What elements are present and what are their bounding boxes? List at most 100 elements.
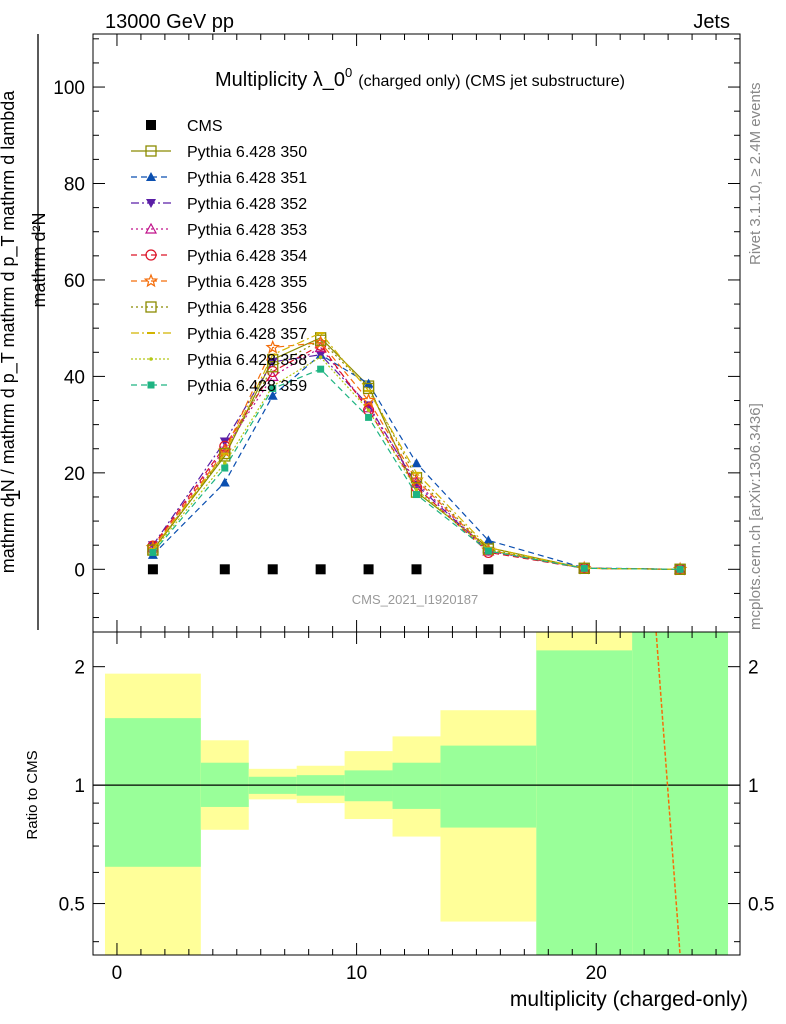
ratio-inner-band xyxy=(392,762,441,809)
ratio-lines xyxy=(93,631,740,956)
ratio-inner-band xyxy=(104,718,201,867)
series-point-9 xyxy=(221,464,229,472)
series-point-9 xyxy=(317,365,325,373)
legend-label-1: Pythia 6.428 351 xyxy=(187,170,307,187)
series-point-1 xyxy=(267,390,278,400)
ratio-y-tick-label-right: 1 xyxy=(748,776,759,797)
main-y-tick-label: 40 xyxy=(64,367,85,388)
x-tick-label: 10 xyxy=(346,963,367,984)
plot-title-sup: 0 xyxy=(345,65,352,80)
legend-cms-marker xyxy=(146,120,156,130)
cms-data-point xyxy=(219,564,230,575)
main-axis-ticks: 0 20 40 60 80 100 xyxy=(53,34,741,632)
series-point-1 xyxy=(483,535,494,545)
cms-data-point xyxy=(483,564,494,575)
cms-data-points xyxy=(147,564,494,575)
ratio-y-tick-label-right: 2 xyxy=(748,658,759,679)
series-point-6 xyxy=(362,382,375,395)
series-line-9 xyxy=(152,368,681,570)
ratio-y-tick-label-right: 0.5 xyxy=(748,895,774,916)
cms-data-point xyxy=(267,564,278,575)
series-point-9 xyxy=(580,564,588,572)
mcplots-label: mcplots.cern.ch [arXiv:1306.3436] xyxy=(747,403,764,630)
x-tick-label: 0 xyxy=(112,963,123,984)
legend-label-9: Pythia 6.428 359 xyxy=(187,378,307,395)
series-point-2 xyxy=(315,350,326,360)
legend-label-5: Pythia 6.428 355 xyxy=(187,274,307,291)
legend-cms-label: CMS xyxy=(187,118,223,135)
series-point-9 xyxy=(676,565,684,573)
series-line-6 xyxy=(152,339,681,570)
main-plot: 0 20 40 60 80 100 CMS_2021_I1920187 Multiplic… xyxy=(0,33,741,633)
ratio-y-tick-label: 2 xyxy=(74,658,85,679)
series-point-9 xyxy=(269,384,277,392)
ratio-inner-band xyxy=(344,770,393,802)
header-jets-label: Jets xyxy=(693,11,730,33)
x-tick-label: 20 xyxy=(586,963,607,984)
header-energy-label: 13000 GeV pp xyxy=(105,11,234,33)
series-point-1 xyxy=(219,477,230,487)
legend-label-3: Pythia 6.428 353 xyxy=(187,222,307,239)
series-point-2 xyxy=(219,437,230,447)
ratio-inner-band xyxy=(632,632,729,955)
plot-title-main: Multiplicity λ_0 xyxy=(215,69,345,91)
main-y-tick-label: 0 xyxy=(74,560,85,581)
legend-label-8: Pythia 6.428 358 xyxy=(187,352,307,369)
main-y-tick-label: 60 xyxy=(64,271,85,292)
series-line-3 xyxy=(152,346,681,570)
legend-marker-8 xyxy=(149,357,153,361)
cms-data-point xyxy=(411,564,422,575)
series-point-5 xyxy=(265,339,280,354)
ratio-ylabel: Ratio to CMS xyxy=(24,750,41,839)
legend-marker-1 xyxy=(146,172,156,181)
legend-marker-3 xyxy=(144,222,158,234)
series-line-0 xyxy=(152,337,681,570)
legend-label-6: Pythia 6.428 356 xyxy=(187,300,307,317)
legend-marker-0 xyxy=(145,145,157,157)
ratio-axis-ticks: 0 10 20 0.5 0.5 1 1 2 2 xyxy=(59,632,774,984)
ratio-outer-band-top xyxy=(536,632,633,651)
legend-marker-5 xyxy=(143,273,159,288)
series-point-6 xyxy=(314,334,327,346)
main-y-tick-label: 100 xyxy=(53,78,85,99)
ratio-inner-band xyxy=(440,745,537,828)
ylabel-one: 1 xyxy=(3,489,25,500)
series-point-8 xyxy=(414,487,419,492)
x-axis-label: multiplicity (charged-only) xyxy=(510,988,748,1011)
series-point-8 xyxy=(366,408,371,412)
cms-data-point xyxy=(147,564,158,575)
legend-marker-4 xyxy=(145,249,157,261)
cms-data-point xyxy=(315,564,326,575)
series-point-9 xyxy=(365,413,373,421)
ylabel-numerator: mathrm d²N xyxy=(29,212,49,307)
ylabel-denominator: mathrm d N / mathrm d p_T mathrm d p_T m… xyxy=(0,90,19,573)
ratio-plot-frame xyxy=(92,631,741,956)
rivet-version-label: Rivet 3.1.10, ≥ 2.4M events xyxy=(747,83,764,266)
series-point-5 xyxy=(361,392,376,407)
series-point-8 xyxy=(318,355,323,359)
cms-data-point xyxy=(363,564,374,575)
series-point-6 xyxy=(219,447,231,460)
legend-label-0: Pythia 6.428 350 xyxy=(187,144,307,161)
series-point-9 xyxy=(149,548,157,556)
watermark: CMS_2021_I1920187 xyxy=(352,592,479,607)
series-point-1 xyxy=(411,458,422,468)
series-point-9 xyxy=(484,547,492,555)
legend-marker-6 xyxy=(145,301,157,313)
series-point-9 xyxy=(413,491,420,499)
legend-label-4: Pythia 6.428 354 xyxy=(187,248,307,265)
ratio-y-tick-label: 1 xyxy=(74,776,85,797)
series-point-8 xyxy=(222,461,227,466)
ratio-plot: 0 10 20 0.5 0.5 1 1 2 2 Ratio to CMS multiplicit… xyxy=(24,631,774,1011)
legend-marker-9 xyxy=(147,381,155,389)
main-series-group xyxy=(145,332,688,576)
plot-title-suffix: (charged only) (CMS jet substructure) xyxy=(358,73,625,90)
plot-title: Multiplicity λ_00 (charged only) (CMS jet… xyxy=(215,65,625,91)
ratio-y-tick-label: 0.5 xyxy=(59,895,85,916)
legend-label-2: Pythia 6.428 352 xyxy=(187,196,307,213)
series-point-2 xyxy=(267,357,278,367)
series-point-6 xyxy=(267,361,279,373)
legend-label-7: Pythia 6.428 357 xyxy=(187,326,307,343)
legend-marker-2 xyxy=(146,199,156,208)
